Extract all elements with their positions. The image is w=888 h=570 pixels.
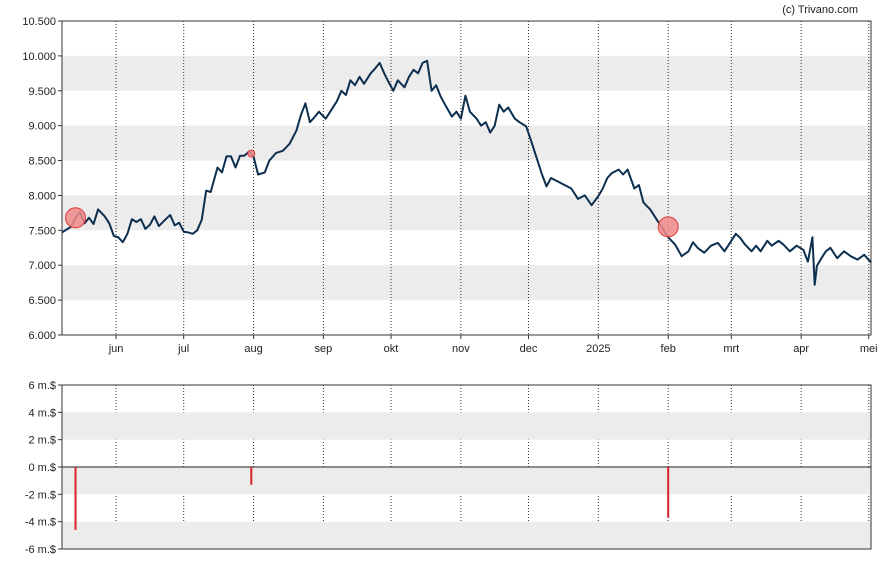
volume-y-tick-label: -4 m.$ <box>25 517 56 529</box>
watermark: (c) Trivano.com <box>782 4 858 16</box>
price-grid-band <box>62 125 871 161</box>
insider-trade-marker <box>657 216 679 238</box>
volume-y-tick-label: -6 m.$ <box>25 544 56 556</box>
x-tick-label: feb <box>661 343 676 355</box>
x-tick-label: mei <box>860 343 878 355</box>
x-tick-label: okt <box>384 343 399 355</box>
y-tick-label: 10.500 <box>22 16 56 28</box>
price-series-line <box>61 59 872 286</box>
price-grid-band <box>62 195 871 231</box>
volume-grid-band <box>62 467 871 495</box>
price-grid-band <box>62 55 871 91</box>
x-tick-label: sep <box>315 343 333 355</box>
price-plot-frame <box>61 20 872 336</box>
volume-y-tick-label: 6 m.$ <box>28 380 56 392</box>
x-tick-label: apr <box>793 343 809 355</box>
price-grid-band <box>62 265 871 301</box>
y-tick-label: 8.000 <box>28 190 56 202</box>
insider-trade-marker <box>247 149 256 158</box>
x-tick-label: mrt <box>723 343 739 355</box>
volume-y-tick-label: 2 m.$ <box>28 435 56 447</box>
x-tick-label: dec <box>520 343 538 355</box>
volume-y-tick-label: 4 m.$ <box>28 407 56 419</box>
x-tick-label: nov <box>452 343 470 355</box>
y-tick-label: 6.000 <box>28 330 56 342</box>
x-tick-label: jul <box>177 343 189 355</box>
x-tick-label: 2025 <box>586 343 610 355</box>
x-tick-label: aug <box>244 343 262 355</box>
y-tick-label: 10.000 <box>22 51 56 63</box>
volume-y-tick-label: 0 m.$ <box>28 462 56 474</box>
y-tick-label: 8.500 <box>28 156 56 168</box>
volume-plot-frame <box>61 384 872 550</box>
volume-y-tick-label: -2 m.$ <box>25 489 56 501</box>
y-tick-label: 6.500 <box>28 295 56 307</box>
y-tick-label: 9.000 <box>28 121 56 133</box>
x-tick-label: jun <box>108 343 124 355</box>
insider-trade-marker <box>65 207 87 229</box>
volume-grid-band <box>62 412 871 440</box>
volume-grid-band <box>62 521 871 549</box>
y-tick-label: 9.500 <box>28 86 56 98</box>
y-tick-label: 7.000 <box>28 260 56 272</box>
y-tick-label: 7.500 <box>28 225 56 237</box>
